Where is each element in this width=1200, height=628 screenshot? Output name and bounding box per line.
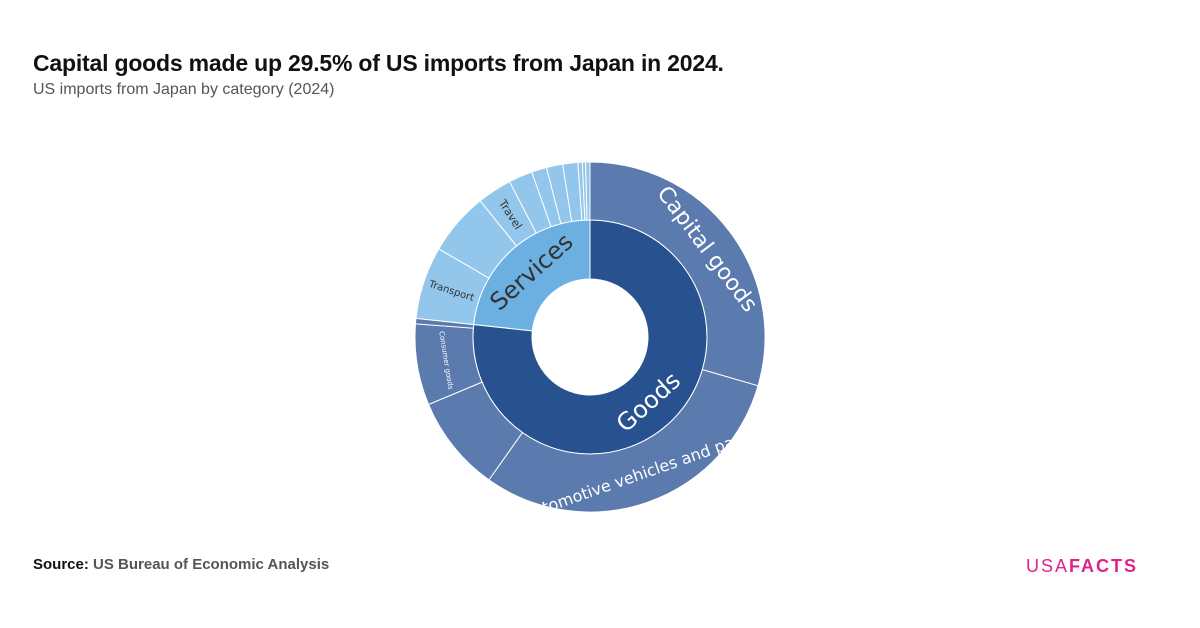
source-text: US Bureau of Economic Analysis: [93, 556, 330, 573]
slice: [585, 161, 591, 221]
slice-capital-goods: [589, 161, 766, 387]
usafacts-logo: USAFACTS: [1026, 556, 1138, 577]
chart-title: Capital goods made up 29.5% of US import…: [33, 50, 724, 76]
logo-bold: FACTS: [1069, 556, 1139, 576]
source-note: Source: US Bureau of Economic Analysis: [33, 556, 329, 573]
source-label: Source:: [33, 556, 89, 573]
logo-light: USA: [1026, 556, 1070, 576]
slice-automotive-vehicles-and-parts: [488, 369, 759, 513]
chart-subtitle: US imports from Japan by category (2024): [33, 81, 335, 98]
